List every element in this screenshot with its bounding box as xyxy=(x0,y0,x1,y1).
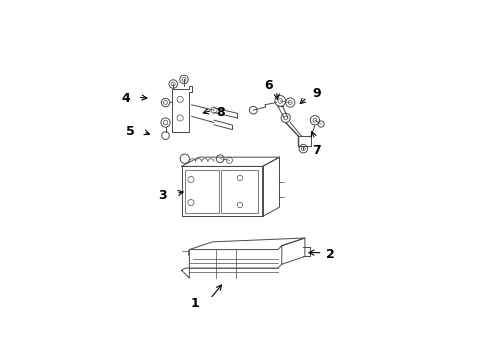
Text: 5: 5 xyxy=(125,125,134,138)
Text: 9: 9 xyxy=(311,87,320,100)
Text: 1: 1 xyxy=(190,297,199,310)
Text: 3: 3 xyxy=(158,189,166,202)
Text: 7: 7 xyxy=(311,144,320,157)
Text: 4: 4 xyxy=(121,92,130,105)
Bar xyxy=(220,170,257,213)
Bar xyxy=(184,170,218,213)
Text: 8: 8 xyxy=(215,106,224,119)
Text: 2: 2 xyxy=(325,248,334,261)
Text: 6: 6 xyxy=(264,79,272,92)
